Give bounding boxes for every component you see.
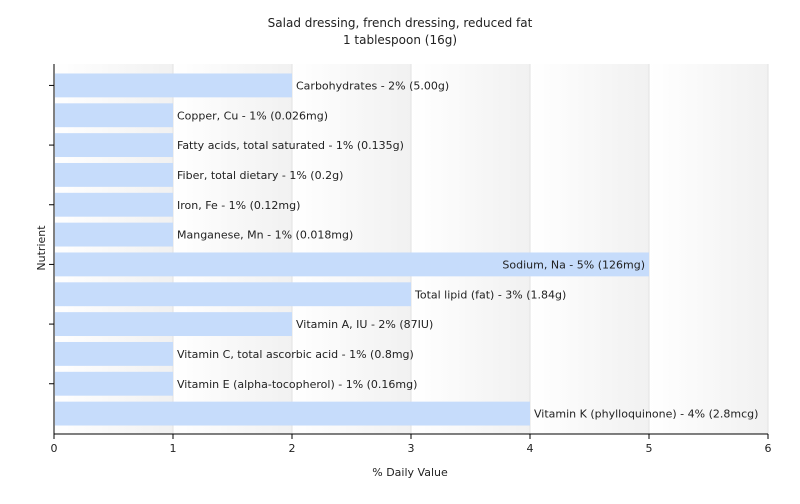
x-tick-label: 5	[646, 442, 653, 455]
x-tick-label: 3	[408, 442, 415, 455]
bar	[55, 341, 173, 366]
bar-label: Iron, Fe - 1% (0.12mg)	[177, 199, 300, 212]
bar-label: Fiber, total dietary - 1% (0.2g)	[177, 169, 343, 182]
bar	[55, 73, 292, 98]
bar-label: Manganese, Mn - 1% (0.018mg)	[177, 229, 353, 242]
bar-label: Copper, Cu - 1% (0.026mg)	[177, 109, 328, 122]
bars	[55, 73, 649, 426]
x-tick-label: 1	[170, 442, 177, 455]
bar	[55, 371, 173, 396]
bar-label: Sodium, Na - 5% (126mg)	[502, 258, 645, 271]
bar	[55, 401, 530, 426]
plot-band	[173, 64, 292, 434]
x-tick-label: 4	[527, 442, 534, 455]
bar	[55, 103, 173, 128]
plot-band	[292, 64, 411, 434]
bar-label: Vitamin E (alpha-tocopherol) - 1% (0.16m…	[177, 378, 417, 391]
bar	[55, 192, 173, 217]
y-axis-label: Nutrient	[35, 225, 48, 271]
plot-band	[530, 64, 649, 434]
bar-label: Vitamin K (phylloquinone) - 4% (2.8mcg)	[534, 408, 758, 421]
bar-labels: Carbohydrates - 2% (5.00g) Copper, Cu - 1…	[177, 79, 758, 420]
x-tick-label: 6	[765, 442, 772, 455]
bar-label: Carbohydrates - 2% (5.00g)	[296, 79, 449, 92]
bar	[55, 162, 173, 187]
bar-label: Vitamin C, total ascorbic acid - 1% (0.8…	[177, 348, 414, 361]
chart-title: Salad dressing, french dressing, reduced…	[268, 16, 533, 30]
chart-subtitle: 1 tablespoon (16g)	[343, 33, 457, 47]
bar-label: Vitamin A, IU - 2% (87IU)	[296, 318, 433, 331]
x-tick-label: 2	[289, 442, 296, 455]
plot-band	[411, 64, 530, 434]
x-tick-label: 0	[51, 442, 58, 455]
bar	[55, 222, 173, 247]
bar	[55, 133, 173, 158]
plot-band	[649, 64, 768, 434]
bar	[55, 312, 292, 337]
axes: 0 1 2 3 4 5 6	[49, 64, 772, 455]
bar	[55, 282, 411, 307]
bar-label: Total lipid (fat) - 3% (1.84g)	[414, 288, 566, 301]
bar	[55, 252, 649, 277]
x-axis-label: % Daily Value	[372, 466, 448, 479]
bar-label: Fatty acids, total saturated - 1% (0.135…	[177, 139, 404, 152]
